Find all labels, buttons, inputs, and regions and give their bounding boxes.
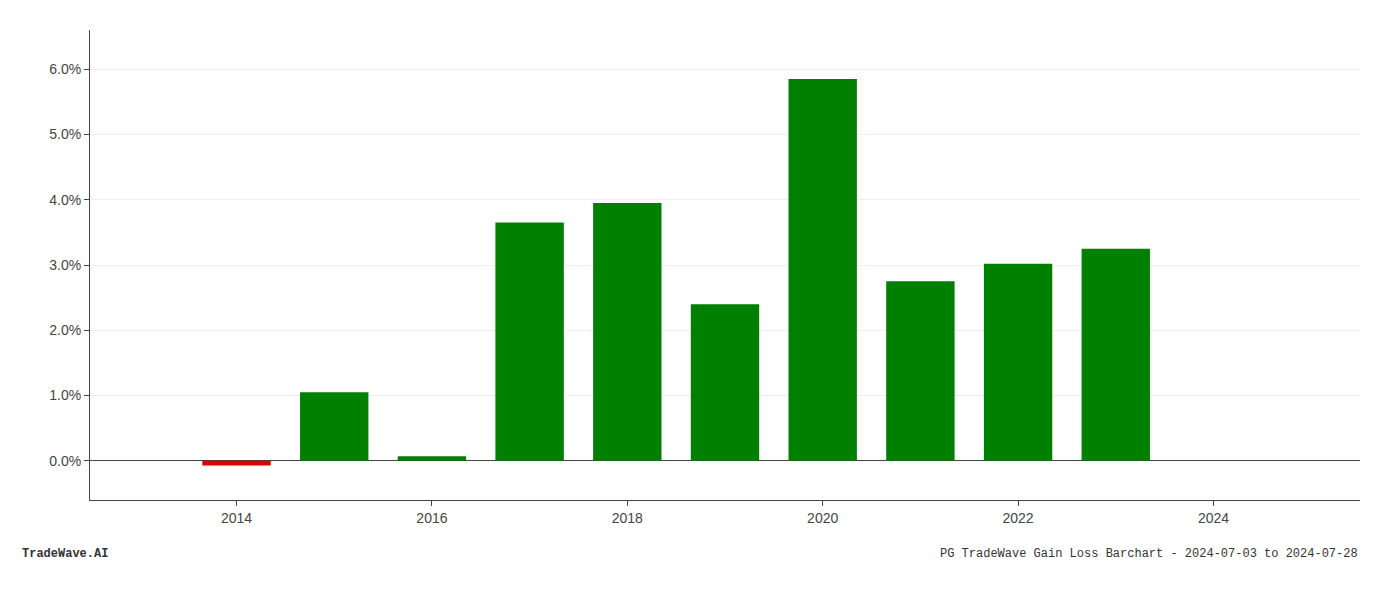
svg-text:3.0%: 3.0%	[49, 257, 81, 273]
svg-text:4.0%: 4.0%	[49, 192, 81, 208]
svg-text:2.0%: 2.0%	[49, 322, 81, 338]
svg-text:2020: 2020	[807, 510, 838, 526]
svg-text:2022: 2022	[1003, 510, 1034, 526]
svg-text:PG TradeWave Gain Loss Barchar: PG TradeWave Gain Loss Barchart - 2024-0…	[940, 547, 1358, 561]
svg-text:2016: 2016	[416, 510, 447, 526]
svg-text:5.0%: 5.0%	[49, 126, 81, 142]
svg-text:0.0%: 0.0%	[49, 453, 81, 469]
svg-text:1.0%: 1.0%	[49, 387, 81, 403]
svg-text:2014: 2014	[221, 510, 252, 526]
svg-text:2018: 2018	[612, 510, 643, 526]
svg-text:TradeWave.AI: TradeWave.AI	[22, 547, 108, 561]
svg-text:6.0%: 6.0%	[49, 61, 81, 77]
svg-text:2024: 2024	[1198, 510, 1229, 526]
